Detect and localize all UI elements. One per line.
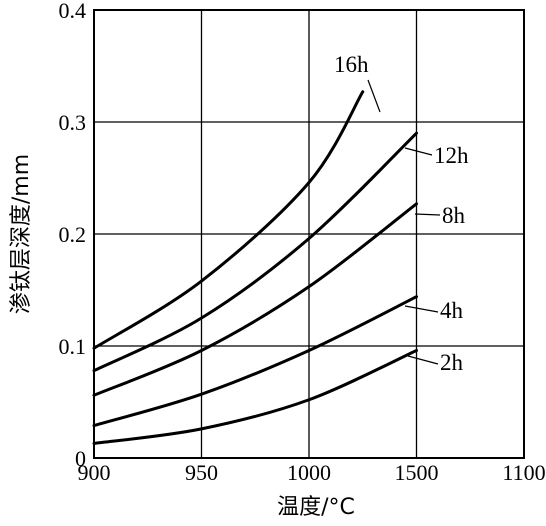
y-tick-label: 0.3 xyxy=(59,110,87,135)
y-axis-label: 渗钛层深度/mm xyxy=(9,154,34,314)
series-leaders xyxy=(367,79,441,365)
series-line-8h xyxy=(92,202,418,397)
series-line-16h xyxy=(92,90,365,350)
y-tick-label: 0.1 xyxy=(59,334,87,359)
x-tick-label: 900 xyxy=(78,460,111,485)
x-tick-label: 950 xyxy=(185,460,218,485)
x-tick-label: 1100 xyxy=(502,460,545,485)
x-tick-label: 1000 xyxy=(287,460,331,485)
series-line-12h xyxy=(92,131,418,373)
y-tick-labels: 0 0.1 0.2 0.3 0.4 xyxy=(59,0,87,471)
leader-line-16h xyxy=(367,79,381,113)
leader-line-12h xyxy=(404,147,433,156)
x-tick-labels: 900 950 1000 1500 1100 xyxy=(78,460,546,485)
y-tick-label: 0.4 xyxy=(59,0,87,23)
series-labels: 16h 12h 8h 4h 2h xyxy=(334,52,469,375)
y-tick-label: 0.2 xyxy=(59,222,87,247)
y-tick-label: 0 xyxy=(75,446,86,471)
series-label-2h: 2h xyxy=(440,350,464,375)
leader-line-8h xyxy=(414,213,441,216)
grid-lines xyxy=(94,10,524,458)
x-tick-label: 1500 xyxy=(395,460,439,485)
x-axis-label: 温度/°C xyxy=(277,495,355,520)
leader-line-2h xyxy=(407,355,439,365)
series-line-4h xyxy=(92,295,418,428)
series-label-4h: 4h xyxy=(440,298,464,323)
series-lines xyxy=(92,90,418,445)
plot-frame xyxy=(93,9,525,459)
series-label-8h: 8h xyxy=(442,203,466,228)
series-label-12h: 12h xyxy=(434,143,469,168)
leader-line-4h xyxy=(404,305,439,313)
series-label-16h: 16h xyxy=(334,52,369,77)
series-line-2h xyxy=(92,348,418,445)
